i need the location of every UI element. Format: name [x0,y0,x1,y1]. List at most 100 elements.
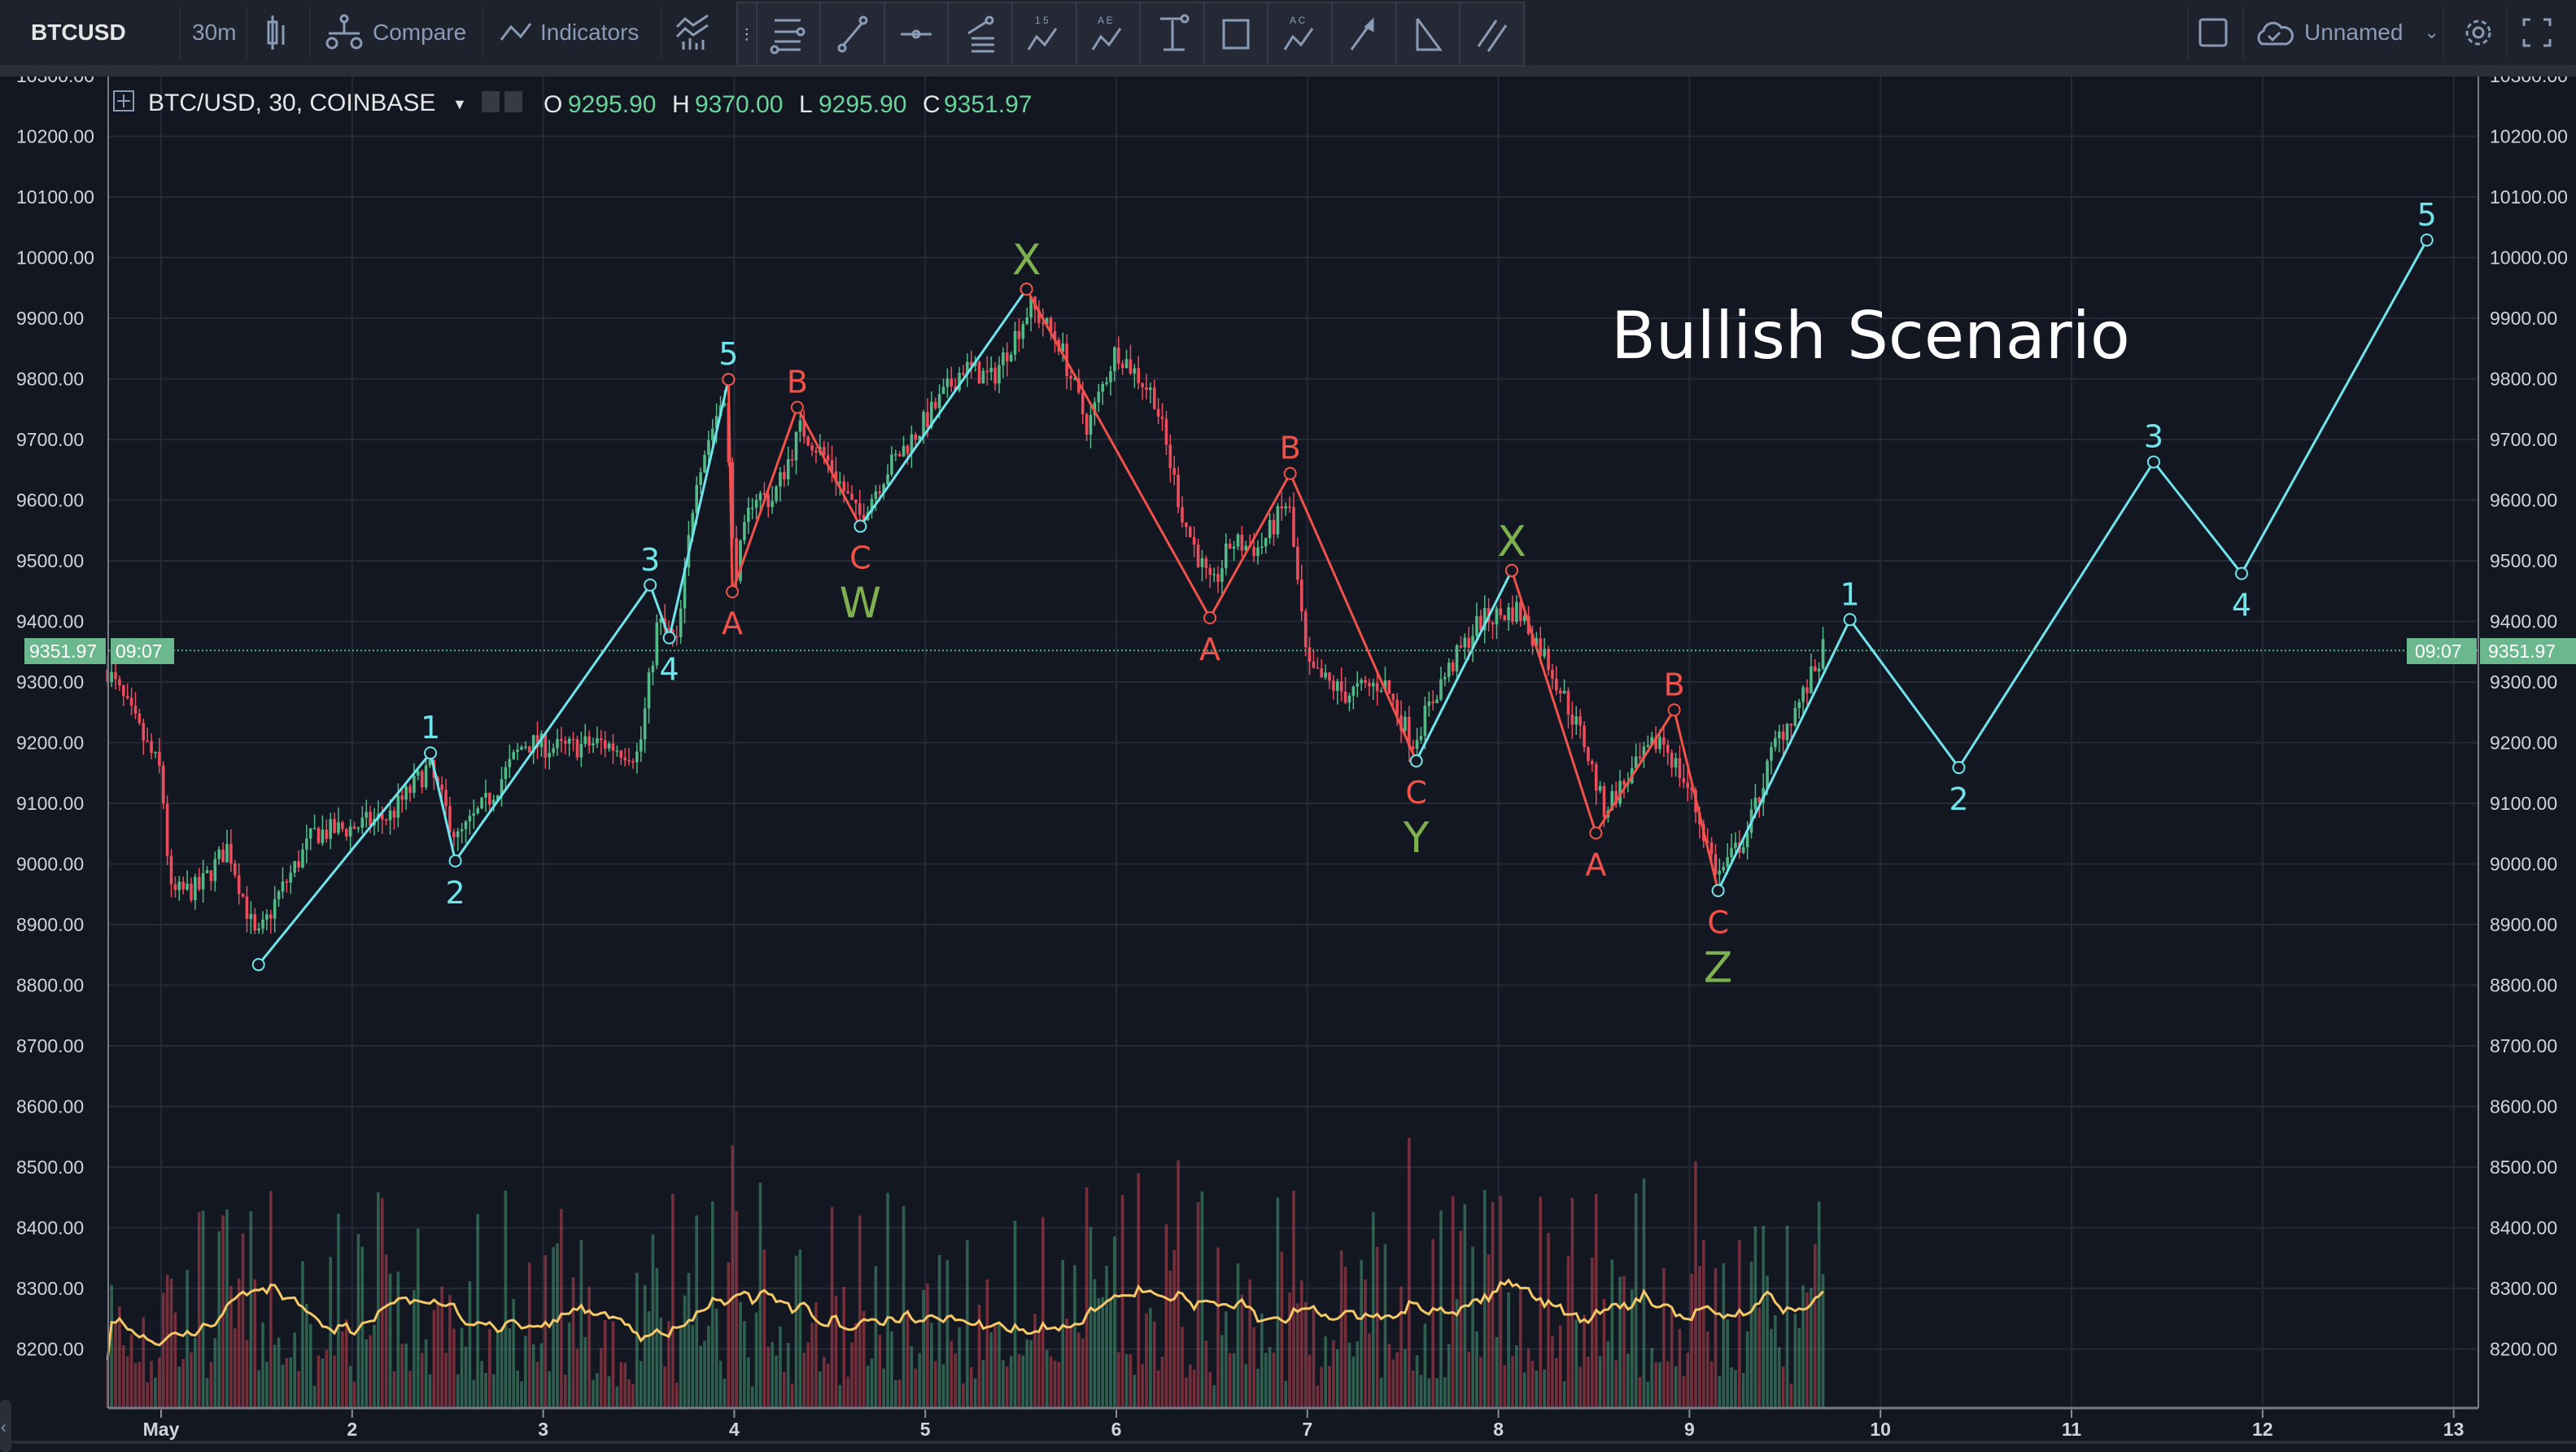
wave-point[interactable] [644,578,657,592]
volume-bar [456,1374,460,1408]
volume-bar [1709,1361,1714,1408]
tool-price-range[interactable] [1139,3,1203,65]
wave-label[interactable]: A [1199,632,1220,667]
tool-horizontal-line[interactable] [883,3,948,65]
wave-point[interactable] [854,519,867,533]
impulse-wave-line[interactable] [1415,570,1513,762]
wave-point[interactable] [1667,703,1681,717]
tool-horizontal-ray[interactable] [755,3,820,65]
tool-elliott-correction[interactable]: A E [1075,3,1140,65]
symbol-title[interactable]: BTC/USD, 30, COINBASE [148,90,435,116]
tool-trend-line[interactable] [819,3,884,65]
wave-label[interactable]: W [840,579,881,628]
wave-label[interactable]: Y [1403,814,1430,863]
compare-button[interactable]: Compare [324,7,466,59]
wave-label[interactable]: C [1405,775,1427,811]
wave-point[interactable] [448,854,462,868]
wave-label[interactable]: C [1707,904,1729,940]
wave-label[interactable]: A [1585,847,1606,883]
wave-point[interactable] [1283,466,1297,480]
wave-point[interactable] [1711,884,1725,898]
chart-style-button[interactable] [265,7,290,59]
save-layout-button[interactable]: Unnamed ⌄ [2254,7,2439,59]
triangle-icon [1416,18,1443,51]
wave-label[interactable]: 2 [445,875,465,911]
fullscreen-button[interactable] [2521,7,2553,59]
current-price-label-left: 9351.97 [29,641,97,662]
wave-point[interactable] [662,631,676,645]
impulse-wave-line[interactable] [1717,239,2429,891]
wave-point[interactable] [722,373,736,387]
wave-label[interactable]: 3 [640,542,660,578]
volume-bar [667,1320,670,1408]
volume-bar [1109,1297,1112,1408]
tool-elliott-impulse[interactable]: 1 5 [1011,3,1076,65]
wave-label[interactable]: 4 [2232,588,2251,623]
wave-label[interactable]: X [1012,236,1041,285]
impulse-wave-line[interactable] [257,378,730,966]
correction-wave-line[interactable] [1510,570,1720,891]
wave-point[interactable] [726,584,740,598]
wave-label[interactable]: 3 [2144,419,2163,455]
tool-abc-pattern[interactable]: A C [1267,3,1331,65]
wave-point[interactable] [251,958,265,972]
settings-button[interactable] [2460,7,2496,59]
wave-point[interactable] [2420,233,2434,247]
wave-point[interactable] [1952,761,1966,775]
templates-button[interactable] [675,7,711,59]
wave-label[interactable]: B [1664,667,1685,702]
wave-label[interactable]: 2 [1949,781,1968,817]
eye-icon[interactable] [482,91,500,112]
wave-point[interactable] [790,400,804,414]
wave-label[interactable]: 5 [2417,197,2437,233]
interval-button[interactable]: 30m [192,20,237,45]
collapse-left-handle[interactable]: ‹ [0,1400,11,1452]
candle-body [1109,371,1112,383]
wave-label[interactable]: B [1280,431,1301,466]
wave-label[interactable]: 4 [659,652,679,688]
expand-legend-icon[interactable] [113,90,134,112]
wave-point[interactable] [1203,611,1217,625]
wave-point[interactable] [2146,455,2160,469]
wave-point[interactable] [1843,613,1857,627]
tool-pitchfork[interactable] [947,3,1011,65]
chevron-down-icon[interactable]: ⌄ [2424,22,2439,42]
wave-label[interactable]: B [787,365,808,400]
tool-date-price-range[interactable] [1203,3,1268,65]
tool-triangle[interactable] [1395,3,1460,65]
wave-point[interactable] [1019,282,1033,296]
indicators-button[interactable]: Indicators [500,7,639,59]
wave-label[interactable]: C [849,540,871,576]
symbol-search-button[interactable]: BTCUSD [31,20,126,45]
settings-small-icon[interactable] [504,91,522,112]
volume-bar [1391,1359,1395,1408]
correction-wave-line[interactable] [1025,288,1418,762]
wave-label[interactable]: 1 [1840,576,1860,612]
drag-handle-icon[interactable]: ⋮ [739,25,754,42]
correction-wave-line[interactable] [727,379,862,593]
impulse-wave-line[interactable] [859,288,1028,527]
tool-parallel-channel[interactable] [1459,3,1523,65]
volume-bar [699,1345,702,1408]
wave-point[interactable] [1589,826,1603,840]
wave-label[interactable]: X [1497,518,1526,566]
wave-label[interactable]: 1 [421,710,440,746]
close-label: C [923,91,941,118]
volume-bar [727,1262,731,1408]
wave-label[interactable]: Z [1704,943,1733,992]
candle-body [1431,702,1434,703]
wave-point[interactable] [2234,566,2248,580]
candle-body [842,481,846,492]
wave-point[interactable] [1505,563,1519,577]
symbol-dropdown-icon[interactable]: ▼ [452,96,467,112]
wave-label[interactable]: A [722,606,743,641]
bullish-scenario-text[interactable]: Bullish Scenario [1611,298,2130,374]
volume-bar [201,1210,205,1408]
wave-point[interactable] [1409,754,1423,768]
wave-point[interactable] [424,746,438,760]
select-layout-button[interactable] [2197,7,2229,59]
wave-label[interactable]: 5 [718,336,738,372]
tool-arrow[interactable] [1331,3,1395,65]
